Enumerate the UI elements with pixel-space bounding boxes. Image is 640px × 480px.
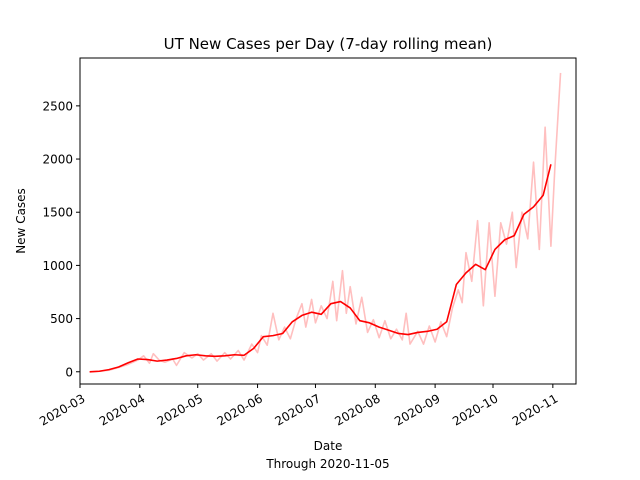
y-tick-label: 2000 [42,153,73,167]
y-tick-label: 0 [65,365,73,379]
y-tick-label: 1000 [42,259,73,273]
y-axis: 0 500 1000 1500 2000 2500 [42,99,80,379]
chart-title: UT New Cases per Day (7-day rolling mean… [164,35,493,53]
plot-frame [79,57,577,385]
plot-area [79,57,577,385]
x-axis-label: Date [314,439,343,453]
series-line-daily [89,72,562,373]
y-tick-label: 500 [50,312,73,326]
series-line-rolling-mean [89,164,552,373]
series-layer [89,72,562,373]
y-tick-label: 1500 [42,206,73,220]
y-axis-label: New Cases [14,188,28,254]
x-axis-sublabel: Through 2020-11-05 [265,457,389,471]
y-tick-label: 2500 [42,99,73,113]
